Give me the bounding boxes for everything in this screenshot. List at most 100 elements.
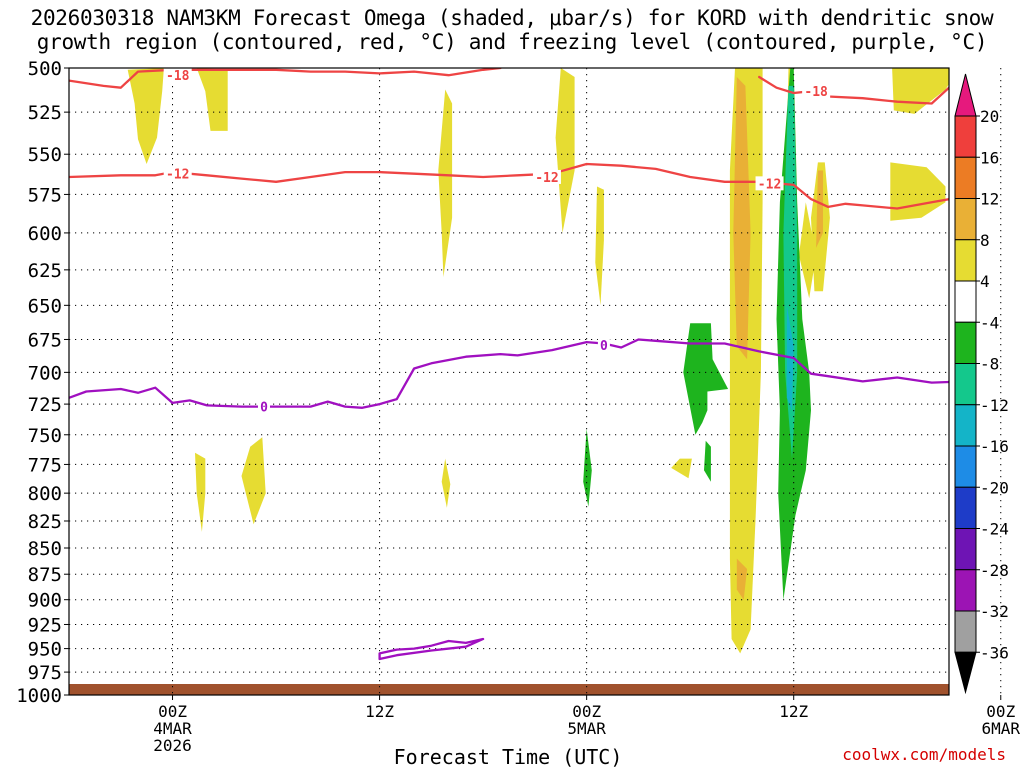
ytick-label-825: 825 xyxy=(28,511,62,533)
colorbar-label-8: -16 xyxy=(980,437,1009,456)
plot-frame xyxy=(68,67,950,696)
xtick-label-0-2: 2026 xyxy=(153,736,192,755)
colorbar-label-3: 8 xyxy=(980,231,990,250)
colorbar-band-6 xyxy=(954,363,977,406)
colorbar-band-7 xyxy=(954,404,977,447)
site-credit: coolwx.com/models xyxy=(842,745,1006,764)
omega-shading xyxy=(127,68,949,654)
contour-label-5: 0 xyxy=(260,401,268,416)
ytick-label-750: 750 xyxy=(28,425,62,447)
xtick-label-3-0: 12Z xyxy=(779,702,808,721)
contour-label-bg-6 xyxy=(597,337,610,352)
ytick-label-700: 700 xyxy=(28,362,62,384)
omega-region-16 xyxy=(733,77,751,360)
contour-dgz-1 xyxy=(758,75,949,105)
colorbar-band-5 xyxy=(954,321,977,364)
contour-label-bg-0 xyxy=(163,68,192,83)
ytick-label-600: 600 xyxy=(28,223,62,245)
colorbar-label-7: -12 xyxy=(980,396,1009,415)
ytick-label-725: 725 xyxy=(28,394,62,416)
xtick-label-2-1: 5MAR xyxy=(567,719,606,738)
colorbar-band-8 xyxy=(954,445,977,488)
colorbar-label-11: -28 xyxy=(980,561,1009,580)
colorbar-label-12: -32 xyxy=(980,602,1009,621)
omega-region-22 xyxy=(583,428,592,507)
ytick-label-975: 975 xyxy=(28,662,62,684)
ytick-label-550: 550 xyxy=(28,144,62,166)
ground-strip xyxy=(69,684,949,695)
colorbar-under-arrow xyxy=(954,651,977,695)
ytick-label-925: 925 xyxy=(28,614,62,636)
omega-region-4 xyxy=(595,186,604,306)
contour-label-3: -12 xyxy=(535,171,558,186)
ytick-label-950: 950 xyxy=(28,639,62,661)
contour-freezing-4 xyxy=(378,637,485,661)
contour-label-0: -18 xyxy=(166,69,190,84)
xtick-label-1-0: 12Z xyxy=(365,702,394,721)
omega-region-12 xyxy=(195,452,206,532)
colorbar-band-1 xyxy=(954,156,977,199)
colorbar-band-10 xyxy=(954,528,977,571)
grid xyxy=(69,68,1002,695)
colorbar: 20 16 12 8 4 -4 -8 -12 -16 -20 -24 -28 -32 -36 xyxy=(954,73,1009,695)
ytick-label-500: 500 xyxy=(28,58,62,80)
omega-region-2 xyxy=(438,89,453,278)
colorbar-label-10: -24 xyxy=(980,520,1009,539)
omega-region-0 xyxy=(127,68,164,164)
contours xyxy=(69,68,949,661)
contour-label-bg-3 xyxy=(532,169,561,184)
colorbar-band-0 xyxy=(954,115,977,158)
contour-label-4: -12 xyxy=(758,177,781,192)
ytick-label-650: 650 xyxy=(28,295,62,317)
chart-title: 2026030318 NAM3KM Forecast Omega (shaded… xyxy=(0,6,1024,54)
colorbar-band-3 xyxy=(954,239,977,282)
omega-region-14 xyxy=(441,458,451,508)
contour-label-bg-4 xyxy=(755,176,784,191)
colorbar-label-6: -8 xyxy=(980,355,999,374)
ytick-label-525: 525 xyxy=(28,102,62,124)
contour-freezing-3 xyxy=(69,338,949,409)
ground-terrain xyxy=(69,684,949,695)
ytick-label-775: 775 xyxy=(28,454,62,476)
colorbar-label-13: -36 xyxy=(980,643,1009,662)
ytick-label-625: 625 xyxy=(28,260,62,282)
ytick-label-850: 850 xyxy=(28,538,62,560)
contour-dgz-0 xyxy=(69,68,502,89)
colorbar-band-12 xyxy=(954,610,977,653)
ytick-label-575: 575 xyxy=(28,184,62,206)
colorbar-label-0: 20 xyxy=(980,107,999,126)
chart-title-line-1: 2026030318 NAM3KM Forecast Omega (shaded… xyxy=(30,6,994,30)
colorbar-band-9 xyxy=(954,486,977,529)
ytick-label-800: 800 xyxy=(28,483,62,505)
xtick-label-2-0: 00Z xyxy=(572,702,601,721)
y-axis: 500 525 550 575 600 625 650 675 700 725 750 775 800 8… xyxy=(16,58,69,707)
xtick-label-0-1: 4MAR xyxy=(153,719,192,738)
colorbar-label-5: -4 xyxy=(980,313,999,332)
xtick-label-4-0: 00Z xyxy=(986,702,1015,721)
xtick-label-4-1: 6MAR xyxy=(981,719,1020,738)
colorbar-label-4: 4 xyxy=(980,272,990,291)
contour-label-bg-2 xyxy=(163,166,192,181)
contour-label-bg-5 xyxy=(257,399,270,414)
colorbar-label-9: -20 xyxy=(980,478,1009,497)
ytick-label-1000: 1000 xyxy=(16,685,62,707)
chart-title-line-2: growth region (contoured, red, °C) and f… xyxy=(36,30,988,54)
ytick-label-900: 900 xyxy=(28,590,62,612)
contour-label-2: -12 xyxy=(166,168,189,183)
xtick-label-0-0: 00Z xyxy=(158,702,187,721)
x-axis-label: Forecast Time (UTC) xyxy=(394,745,623,768)
colorbar-label-1: 16 xyxy=(980,148,999,167)
colorbar-band-4 xyxy=(954,280,977,323)
ytick-label-675: 675 xyxy=(28,329,62,351)
contour-labels: -18 -18 -12 -12 -12 0 0 xyxy=(163,68,831,416)
omega-region-17 xyxy=(736,558,748,600)
contour-dgz-2 xyxy=(69,162,949,210)
ytick-label-875: 875 xyxy=(28,564,62,586)
omega-region-9 xyxy=(890,162,946,221)
colorbar-label-2: 12 xyxy=(980,190,999,209)
omega-region-15 xyxy=(671,458,692,479)
colorbar-band-11 xyxy=(954,569,977,612)
omega-region-1 xyxy=(196,68,228,131)
omega-region-18 xyxy=(816,170,823,248)
